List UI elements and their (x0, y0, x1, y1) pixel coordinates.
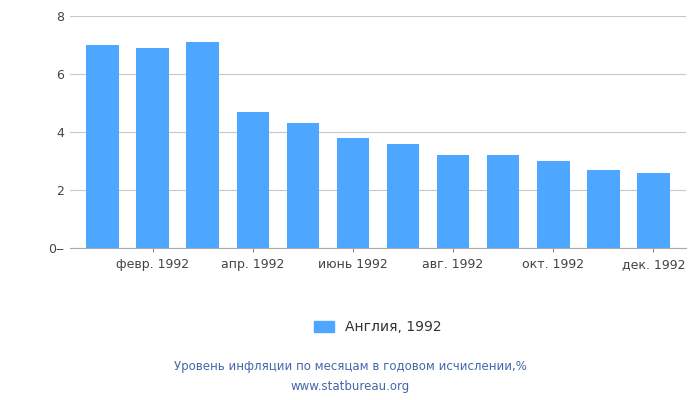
Text: Уровень инфляции по месяцам в годовом исчислении,%: Уровень инфляции по месяцам в годовом ис… (174, 360, 526, 373)
Bar (587, 170, 620, 248)
Bar (337, 138, 369, 248)
Bar (237, 112, 269, 248)
Bar (186, 42, 219, 248)
Bar (437, 155, 470, 248)
Bar (637, 173, 670, 248)
Bar (387, 144, 419, 248)
Text: www.statbureau.org: www.statbureau.org (290, 380, 410, 393)
Bar (487, 155, 519, 248)
Bar (86, 45, 119, 248)
Bar (136, 48, 169, 248)
Bar (286, 123, 319, 248)
Bar (537, 161, 570, 248)
Legend: Англия, 1992: Англия, 1992 (314, 320, 442, 334)
